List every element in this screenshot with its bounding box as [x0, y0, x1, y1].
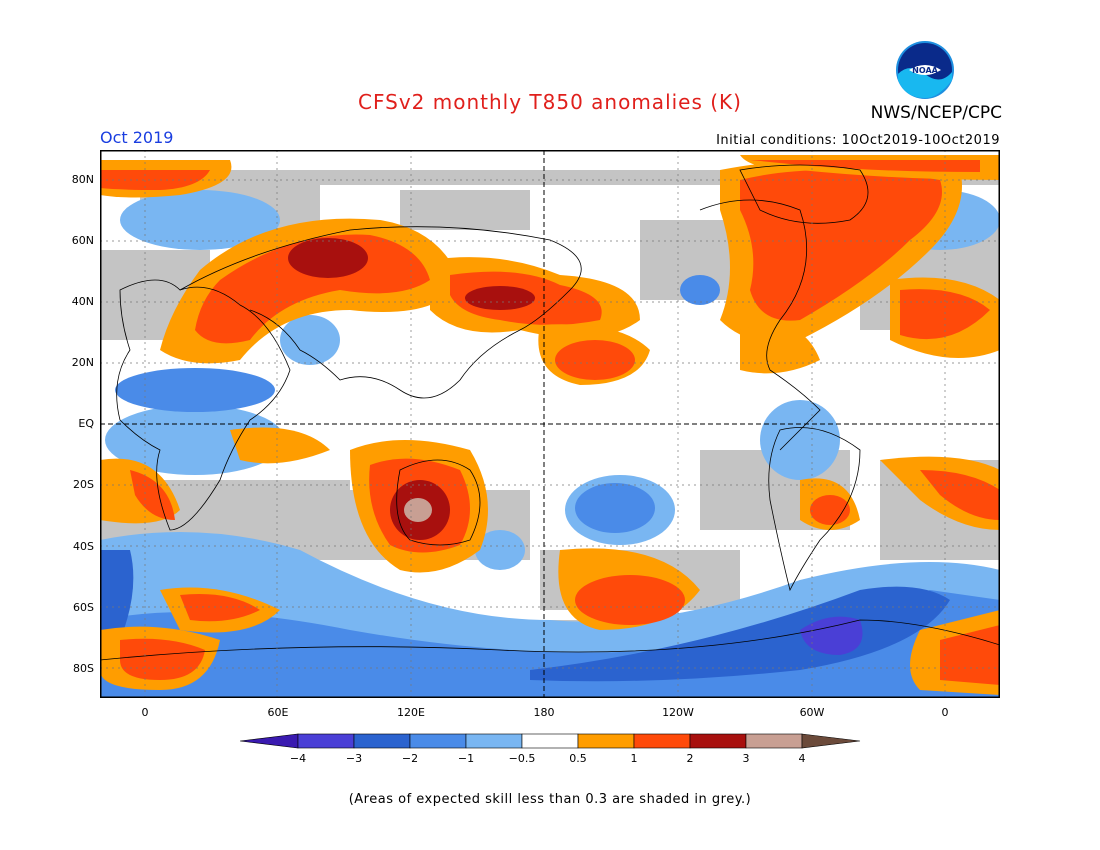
forecast-month: Oct 2019	[100, 128, 174, 147]
lat-label: 80S	[73, 662, 94, 675]
coastlines	[100, 164, 1000, 661]
cbar-label: 1	[630, 752, 638, 765]
lat-label: EQ	[78, 417, 94, 430]
color-scale	[240, 733, 861, 749]
lon-label: 120E	[397, 706, 425, 719]
lat-label: 60N	[71, 234, 94, 247]
cbar-label: 3	[742, 752, 750, 765]
lon-label: 60E	[267, 706, 289, 719]
cbar-segment	[353, 733, 411, 749]
svg-text:NOAA: NOAA	[912, 66, 938, 75]
map-title: CFSv2 monthly T850 anomalies (K)	[358, 90, 742, 114]
lat-label: 60S	[73, 601, 94, 614]
cbar-segment	[240, 733, 299, 749]
cbar-label: −0.5	[508, 752, 536, 765]
lat-label: 40S	[73, 540, 94, 553]
cbar-label: −4	[289, 752, 307, 765]
noaa-logo-icon: NOAA	[896, 41, 954, 99]
anomaly-map	[100, 150, 1000, 698]
cbar-segment	[465, 733, 523, 749]
cbar-label: 2	[686, 752, 694, 765]
lat-label: 20S	[73, 478, 94, 491]
cbar-label: −1	[457, 752, 475, 765]
negative-anomalies	[100, 190, 1000, 698]
cbar-label: 0.5	[569, 752, 587, 765]
cbar-label: −2	[401, 752, 419, 765]
cbar-segment	[577, 733, 635, 749]
cbar-segment	[297, 733, 355, 749]
lat-label: 80N	[71, 173, 94, 186]
cbar-segment	[409, 733, 467, 749]
lat-label: 20N	[71, 356, 94, 369]
lon-label: 0	[941, 706, 949, 719]
lon-label: 60W	[799, 706, 825, 719]
lon-label: 0	[141, 706, 149, 719]
cbar-segment	[521, 733, 579, 749]
cbar-segment	[801, 733, 861, 749]
lat-label: 40N	[71, 295, 94, 308]
lon-label: 180	[533, 706, 555, 719]
cbar-segment	[745, 733, 803, 749]
cbar-segment	[633, 733, 691, 749]
initial-conditions: Initial conditions: 10Oct2019-10Oct2019	[716, 133, 1000, 148]
cbar-segment	[689, 733, 747, 749]
lon-label: 120W	[662, 706, 694, 719]
equator-dateline	[100, 150, 1000, 698]
agency-label: NWS/NCEP/CPC	[870, 103, 1002, 123]
graticule	[100, 150, 1000, 698]
cbar-label: 4	[798, 752, 806, 765]
skill-footnote: (Areas of expected skill less than 0.3 a…	[348, 792, 752, 807]
cbar-label: −3	[345, 752, 363, 765]
